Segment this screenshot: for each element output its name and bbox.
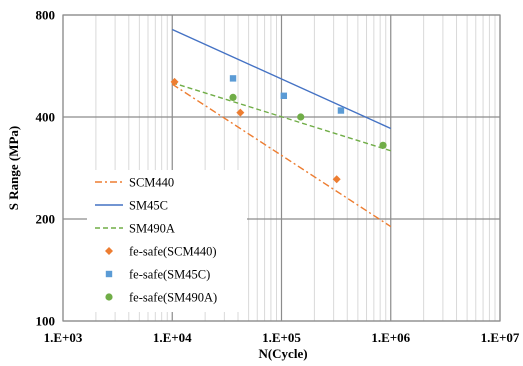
legend-label: SCM440 xyxy=(129,176,174,190)
y-axis-label: S Range (MPa) xyxy=(6,126,21,211)
plot-border xyxy=(62,14,501,322)
data-point-circle xyxy=(229,93,237,101)
y-tick-label: 100 xyxy=(36,314,56,329)
y-tick-label: 400 xyxy=(36,110,56,125)
series-line-scm440 xyxy=(171,83,392,228)
legend-label: SM490A xyxy=(129,222,175,236)
legend-box xyxy=(87,170,247,312)
legend-label: SM45C xyxy=(129,199,168,213)
x-axis-label: N(Cycle) xyxy=(258,346,307,361)
plot-series xyxy=(170,28,392,228)
tick-labels: 1.E+03 1.E+04 1.E+05 1.E+06 1.E+07 100 200 400 8… xyxy=(36,8,520,346)
data-point-square xyxy=(229,75,237,82)
data-point-diamond xyxy=(170,77,179,86)
x-tick-label: 1.E+07 xyxy=(481,330,520,345)
legend-label: fe-safe(SCM440) xyxy=(129,245,216,259)
x-tick-label: 1.E+04 xyxy=(153,330,192,345)
legend-swatch-circle xyxy=(105,293,113,301)
x-tick-label: 1.E+05 xyxy=(262,330,301,345)
grid xyxy=(62,14,501,322)
data-point-square xyxy=(280,92,288,99)
legend-swatch-square xyxy=(105,270,113,278)
data-point-circle xyxy=(379,141,387,149)
series-line-sm490a xyxy=(172,82,391,152)
x-tick-label: 1.E+06 xyxy=(371,330,410,345)
x-tick-label: 1.E+03 xyxy=(44,330,83,345)
y-tick-label: 800 xyxy=(36,8,56,23)
data-point-circle xyxy=(297,113,305,121)
series-line-sm45c xyxy=(171,28,392,130)
legend-swatch-diamond xyxy=(105,247,113,255)
y-tick-label: 200 xyxy=(36,212,56,227)
data-point-diamond xyxy=(236,108,245,117)
legend-label: fe-safe(SM45C) xyxy=(129,268,210,282)
data-point-diamond xyxy=(332,175,341,184)
data-point-square xyxy=(337,107,345,114)
legend: SCM440 SM45C SM490A fe-safe(SCM440) fe-safe(… xyxy=(95,176,217,305)
legend-label: fe-safe(SM490A) xyxy=(129,291,217,305)
